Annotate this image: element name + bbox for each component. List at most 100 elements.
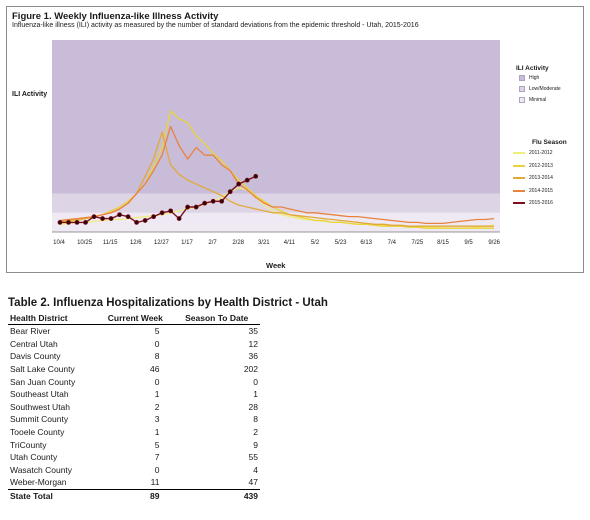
season-legend-item: 2014-2015 — [513, 188, 553, 194]
district-cell: TriCounty — [10, 439, 47, 450]
table-row: Central Utah 0 12 — [8, 338, 260, 351]
season-to-date-cell: 35 — [248, 326, 258, 337]
x-tick-label: 12/27 — [153, 240, 169, 246]
table-title: Table 2. Influenza Hospitalizations by H… — [8, 297, 328, 309]
legend-label: 2015-2016 — [529, 200, 553, 206]
legend-line-swatch — [513, 189, 525, 192]
legend-label: 2011-2012 — [529, 150, 553, 156]
current-week-cell: 46 — [149, 364, 160, 375]
data-point — [142, 218, 148, 223]
season-to-date-cell: 12 — [248, 338, 258, 349]
legend-line-swatch — [513, 202, 525, 204]
data-point — [176, 216, 182, 221]
season-legend-item: 2012-2013 — [513, 163, 553, 169]
season-to-date-cell: 9 — [253, 439, 258, 450]
hospitalizations-table: Health District Current Week Season To D… — [8, 312, 260, 503]
data-point — [117, 212, 122, 218]
table-total-row: State Total 89 439 — [8, 488, 260, 503]
current-week-cell: 5 — [154, 439, 160, 450]
x-tick-label: 2/28 — [232, 240, 245, 246]
district-cell: Davis County — [10, 351, 61, 362]
legend-label: 2012-2013 — [529, 162, 553, 169]
x-tick-label: 9/26 — [488, 240, 501, 246]
flu-season-legend-title: Flu Season — [532, 139, 567, 146]
season-to-date-cell: 0 — [253, 376, 258, 387]
current-week-cell: 0 — [154, 376, 160, 387]
x-tick-label: 7/25 — [411, 240, 424, 246]
activity-band-high — [52, 40, 500, 194]
current-week-cell: 0 — [154, 338, 160, 349]
season-to-date-cell: 439 — [173, 488, 260, 503]
x-tick-label: 7/4 — [387, 240, 396, 246]
district-cell: Salt Lake County — [10, 364, 75, 375]
table-header-row: Health District Current Week Season To D… — [8, 312, 260, 325]
current-week-cell: 89 — [97, 488, 174, 503]
data-point — [210, 198, 216, 204]
data-point — [134, 219, 139, 225]
activity-legend-item: Minimal — [519, 97, 546, 103]
x-tick-label: 10/4 — [53, 240, 65, 246]
data-point — [159, 210, 165, 216]
legend-line-swatch — [513, 164, 525, 167]
district-cell: Summit County — [10, 414, 69, 425]
x-tick-label: 1/17 — [181, 240, 193, 246]
table-row: Davis County 8 36 — [8, 350, 260, 363]
x-tick-label: 12/6 — [129, 240, 142, 246]
series-line-2014-2015 — [59, 125, 495, 225]
data-point — [244, 177, 250, 183]
season-to-date-cell: 202 — [243, 364, 258, 375]
table-row: Weber-Morgan 11 47 — [8, 476, 260, 489]
data-point — [108, 216, 114, 221]
x-tick-label: 11/15 — [102, 240, 118, 246]
data-point — [202, 200, 208, 206]
legend-label: Low/Moderate — [529, 86, 561, 92]
legend-line-swatch — [513, 177, 525, 179]
current-week-cell: 7 — [154, 452, 160, 463]
data-point — [100, 216, 105, 221]
table-row: Utah County 7 55 — [8, 451, 260, 464]
data-point — [91, 214, 97, 220]
x-tick-label: 8/15 — [437, 240, 449, 246]
season-to-date-cell: 47 — [248, 477, 258, 488]
current-week-cell: 8 — [154, 351, 160, 362]
current-week-cell: 11 — [150, 477, 160, 488]
season-to-date-cell: 4 — [253, 464, 258, 475]
legend-swatch — [519, 75, 525, 81]
activity-legend-item: Low/Moderate — [519, 86, 561, 92]
data-point — [83, 219, 88, 225]
table-row: Bear River 5 35 — [8, 325, 260, 338]
district-cell: Tooele County — [10, 427, 65, 438]
data-point — [168, 208, 174, 214]
district-cell: State Total — [8, 488, 98, 503]
column-header-current-week: Current Week — [97, 312, 174, 325]
district-cell: Southwest Utah — [10, 401, 71, 412]
district-cell: San Juan County — [10, 376, 76, 387]
x-tick-label: 5/23 — [334, 240, 347, 246]
table-row: Summit County 3 8 — [8, 413, 260, 426]
data-point — [185, 204, 191, 210]
figure-title: Figure 1. Weekly Influenza-like Illness … — [12, 11, 219, 22]
table-row: Southeast Utah 1 1 — [8, 388, 260, 401]
figure-frame — [6, 6, 584, 273]
x-tick-label: 2/7 — [208, 240, 217, 246]
table-row: Tooele County 1 2 — [8, 426, 260, 439]
activity-legend-item: High — [519, 75, 539, 81]
y-axis-label: ILI Activity — [12, 91, 48, 98]
x-tick-label: 10/25 — [77, 240, 93, 246]
current-week-cell: 2 — [154, 401, 160, 412]
table-row: TriCounty 5 9 — [8, 438, 260, 451]
legend-label: Minimal — [529, 97, 547, 103]
season-to-date-cell: 36 — [248, 351, 258, 362]
data-point — [74, 219, 80, 225]
season-to-date-cell: 55 — [248, 452, 258, 463]
data-point — [236, 181, 242, 187]
legend-label: 2013-2014 — [529, 175, 553, 181]
x-axis-label: Week — [266, 261, 286, 270]
x-tick-label: 4/11 — [283, 240, 296, 246]
season-to-date-cell: 2 — [253, 427, 258, 438]
district-cell: Weber-Morgan — [10, 477, 67, 488]
ili-activity-legend-title: ILI Activity — [516, 65, 549, 72]
table-row: Wasatch County 0 4 — [8, 464, 260, 477]
data-point — [219, 198, 225, 204]
data-point — [66, 219, 71, 225]
